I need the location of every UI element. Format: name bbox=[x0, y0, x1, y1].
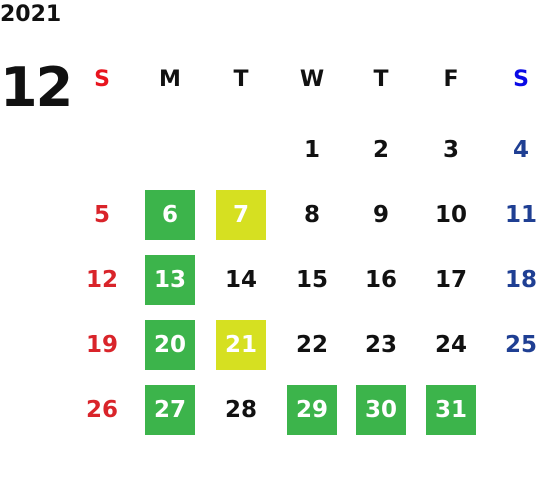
day-cell: 7 bbox=[216, 190, 266, 240]
day-cell: 22 bbox=[295, 332, 328, 358]
weekday-header: S bbox=[94, 67, 110, 92]
day-cell: 23 bbox=[364, 332, 397, 358]
day-cell: 31 bbox=[426, 385, 476, 435]
weekday-header: T bbox=[373, 67, 389, 92]
day-cell: 30 bbox=[356, 385, 406, 435]
day-cell: 3 bbox=[442, 137, 459, 163]
day-cell: 17 bbox=[434, 267, 467, 293]
weekday-header: S bbox=[513, 67, 529, 92]
day-cell: 24 bbox=[434, 332, 467, 358]
day-cell: 25 bbox=[504, 332, 537, 358]
day-cell: 15 bbox=[295, 267, 328, 293]
weekday-header: M bbox=[159, 67, 181, 92]
day-cell: 14 bbox=[224, 267, 257, 293]
day-cell: 29 bbox=[287, 385, 337, 435]
day-cell: 20 bbox=[145, 320, 195, 370]
month: 12 bbox=[0, 56, 73, 119]
weekday-header: W bbox=[299, 67, 325, 92]
day-cell: 18 bbox=[504, 267, 537, 293]
day-cell: 5 bbox=[93, 202, 110, 228]
day-cell: 19 bbox=[85, 332, 118, 358]
day-cell: 11 bbox=[504, 202, 537, 228]
day-cell: 9 bbox=[372, 202, 389, 228]
day-cell: 6 bbox=[145, 190, 195, 240]
weekday-header: T bbox=[233, 67, 249, 92]
day-cell: 12 bbox=[85, 267, 118, 293]
day-cell: 4 bbox=[512, 137, 529, 163]
day-cell: 1 bbox=[303, 137, 320, 163]
day-cell: 10 bbox=[434, 202, 467, 228]
day-cell: 8 bbox=[303, 202, 320, 228]
day-cell: 21 bbox=[216, 320, 266, 370]
day-cell: 27 bbox=[145, 385, 195, 435]
day-cell: 2 bbox=[372, 137, 389, 163]
day-cell: 16 bbox=[364, 267, 397, 293]
day-cell: 13 bbox=[145, 255, 195, 305]
day-cell: 26 bbox=[85, 397, 118, 423]
year: 2021 bbox=[0, 2, 62, 27]
weekday-header: F bbox=[443, 67, 459, 92]
day-cell: 28 bbox=[224, 397, 257, 423]
